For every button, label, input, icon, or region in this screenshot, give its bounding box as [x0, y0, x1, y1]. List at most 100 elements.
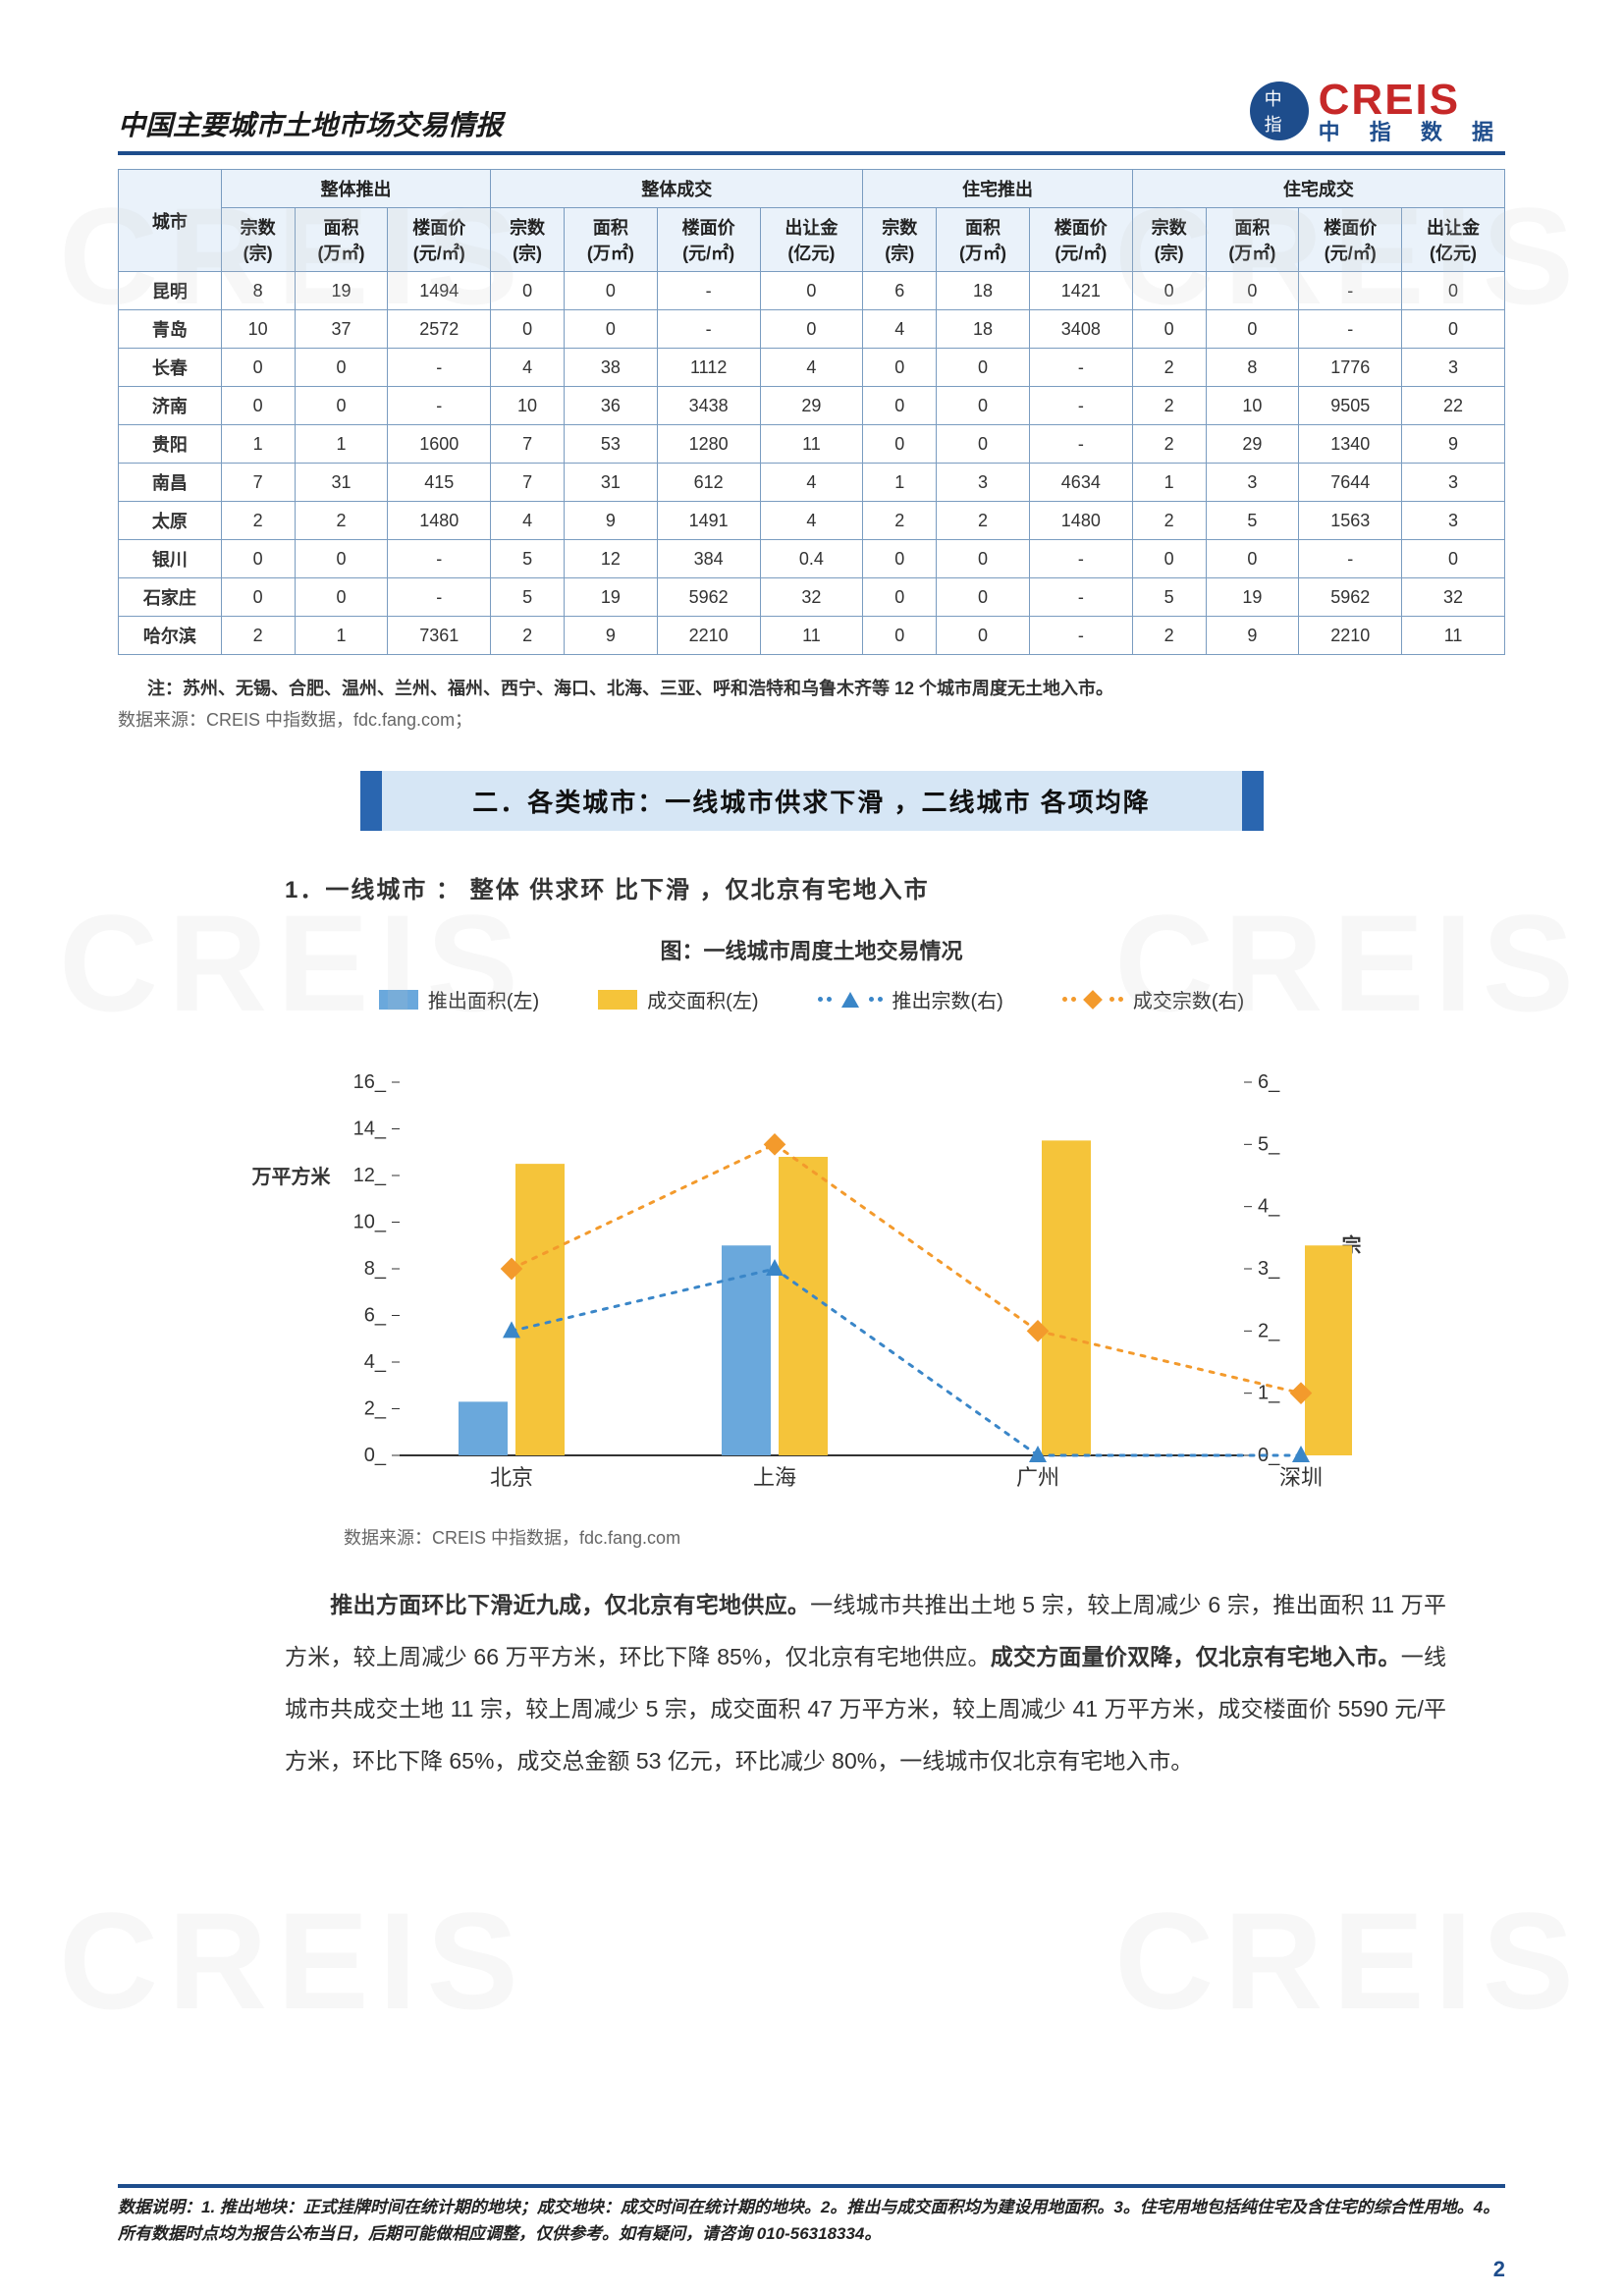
cell-value: 0: [1206, 540, 1299, 578]
cell-value: 0: [863, 387, 937, 425]
cell-value: 0: [491, 310, 565, 349]
table-row: 银川00-5123840.400-00-0: [119, 540, 1505, 578]
cell-value: 19: [1206, 578, 1299, 617]
section-banner: 二．各类城市：一线城市供求下滑 ，二线城市 各项均降: [360, 771, 1264, 831]
page-footer: 数据说明：1. 推出地块：正式挂牌时间在统计期的地块；成交地块：成交时间在统计期…: [118, 2184, 1505, 2247]
svg-text:5_: 5_: [1258, 1133, 1280, 1155]
cell-city: 南昌: [119, 464, 222, 502]
watermark: CREIS: [1114, 1882, 1584, 2041]
cell-value: 0: [760, 310, 863, 349]
swatch-icon: [379, 990, 418, 1010]
legend-label: 推出宗数(右): [893, 985, 1003, 1013]
cell-value: 3: [1402, 502, 1505, 540]
cell-value: 0: [863, 578, 937, 617]
cell-value: 1421: [1029, 272, 1132, 310]
cell-value: 2: [1132, 349, 1206, 387]
sub-col: 宗数(宗): [863, 208, 937, 272]
bar-line-chart: 万平方米 宗 0_2_4_6_8_10_12_14_16_0_1_2_3_4_5…: [272, 1043, 1352, 1514]
cell-value: 0: [1132, 310, 1206, 349]
cell-value: 1280: [657, 425, 760, 464]
svg-text:10_: 10_: [352, 1212, 386, 1233]
cell-value: 10: [1206, 387, 1299, 425]
cell-value: 7361: [388, 617, 491, 655]
table-row: 昆明819149400-0618142100-0: [119, 272, 1505, 310]
cell-value: 9505: [1299, 387, 1402, 425]
cell-value: 29: [1206, 425, 1299, 464]
chart-title: 图：一线城市周度土地交易情况: [118, 934, 1505, 965]
cell-value: 37: [295, 310, 388, 349]
cell-value: 0: [937, 349, 1030, 387]
svg-text:0_: 0_: [363, 1445, 386, 1466]
cell-value: 4: [760, 464, 863, 502]
cell-value: 19: [295, 272, 388, 310]
cell-value: 0: [937, 387, 1030, 425]
cell-value: 10: [221, 310, 295, 349]
cell-value: 4634: [1029, 464, 1132, 502]
triangle-icon: [841, 992, 859, 1008]
cell-value: 0: [221, 387, 295, 425]
dotted-icon: [869, 997, 883, 1002]
table-row: 哈尔滨2173612922101100-29221011: [119, 617, 1505, 655]
cell-value: 2: [221, 617, 295, 655]
sub-col: 楼面价(元/㎡): [1299, 208, 1402, 272]
legend-listed-area: 推出面积(左): [379, 985, 539, 1013]
cell-value: -: [1029, 540, 1132, 578]
cell-city: 银川: [119, 540, 222, 578]
svg-text:2_: 2_: [363, 1398, 386, 1420]
cell-value: 31: [295, 464, 388, 502]
table-head: 城市 整体推出 整体成交 住宅推出 住宅成交 宗数(宗)面积(万㎡)楼面价(元/…: [119, 170, 1505, 272]
cell-value: 1776: [1299, 349, 1402, 387]
legend-label: 成交宗数(右): [1133, 985, 1244, 1013]
svg-text:北京: 北京: [489, 1465, 532, 1490]
cell-value: 4: [760, 349, 863, 387]
sub-col: 面积(万㎡): [564, 208, 657, 272]
watermark: CREIS: [59, 1882, 528, 2041]
cell-value: 32: [1402, 578, 1505, 617]
table-row: 济南00-103634382900-210950522: [119, 387, 1505, 425]
cell-value: 12: [564, 540, 657, 578]
cell-city: 贵阳: [119, 425, 222, 464]
cell-value: 0: [937, 578, 1030, 617]
cell-value: 7644: [1299, 464, 1402, 502]
cell-value: 0: [564, 272, 657, 310]
cell-value: -: [388, 578, 491, 617]
cell-value: 3: [1206, 464, 1299, 502]
body-paragraph: 推出方面环比下滑近九成，仅北京有宅地供应。一线城市共推出土地 5 宗，较上周减少…: [285, 1579, 1446, 1787]
sub-col: 楼面价(元/㎡): [657, 208, 760, 272]
sub-col: 楼面价(元/㎡): [388, 208, 491, 272]
cell-value: 1: [295, 425, 388, 464]
cell-value: 1480: [1029, 502, 1132, 540]
legend-deal-area: 成交面积(左): [598, 985, 758, 1013]
cell-value: 53: [564, 425, 657, 464]
cell-value: 2: [863, 502, 937, 540]
sub-col: 楼面价(元/㎡): [1029, 208, 1132, 272]
cell-value: 8: [1206, 349, 1299, 387]
cell-value: 0: [1402, 540, 1505, 578]
cell-value: 11: [760, 617, 863, 655]
table-row: 青岛1037257200-0418340800-0: [119, 310, 1505, 349]
cell-value: 2210: [1299, 617, 1402, 655]
cell-value: 0: [1132, 272, 1206, 310]
cell-value: 7: [221, 464, 295, 502]
cell-value: 0: [937, 425, 1030, 464]
cell-value: 1491: [657, 502, 760, 540]
svg-text:4_: 4_: [363, 1351, 386, 1373]
cell-value: -: [657, 310, 760, 349]
cell-value: 5: [491, 540, 565, 578]
logo-main-text: CREIS: [1319, 79, 1505, 122]
svg-text:3_: 3_: [1258, 1258, 1280, 1280]
cell-value: -: [1029, 578, 1132, 617]
page-header: 中国主要城市土地市场交易情报 CREIS 中 指 数 据: [118, 79, 1505, 143]
cell-value: 2: [1132, 425, 1206, 464]
cell-value: 0: [937, 540, 1030, 578]
cell-value: 0: [491, 272, 565, 310]
cell-value: 2572: [388, 310, 491, 349]
cell-value: -: [1029, 425, 1132, 464]
banner-edge-right: [1242, 771, 1264, 831]
cell-value: -: [1029, 617, 1132, 655]
cell-value: 31: [564, 464, 657, 502]
cell-value: 0: [221, 349, 295, 387]
cell-value: 7: [491, 464, 565, 502]
svg-text:16_: 16_: [352, 1071, 386, 1093]
cell-value: 9: [564, 502, 657, 540]
